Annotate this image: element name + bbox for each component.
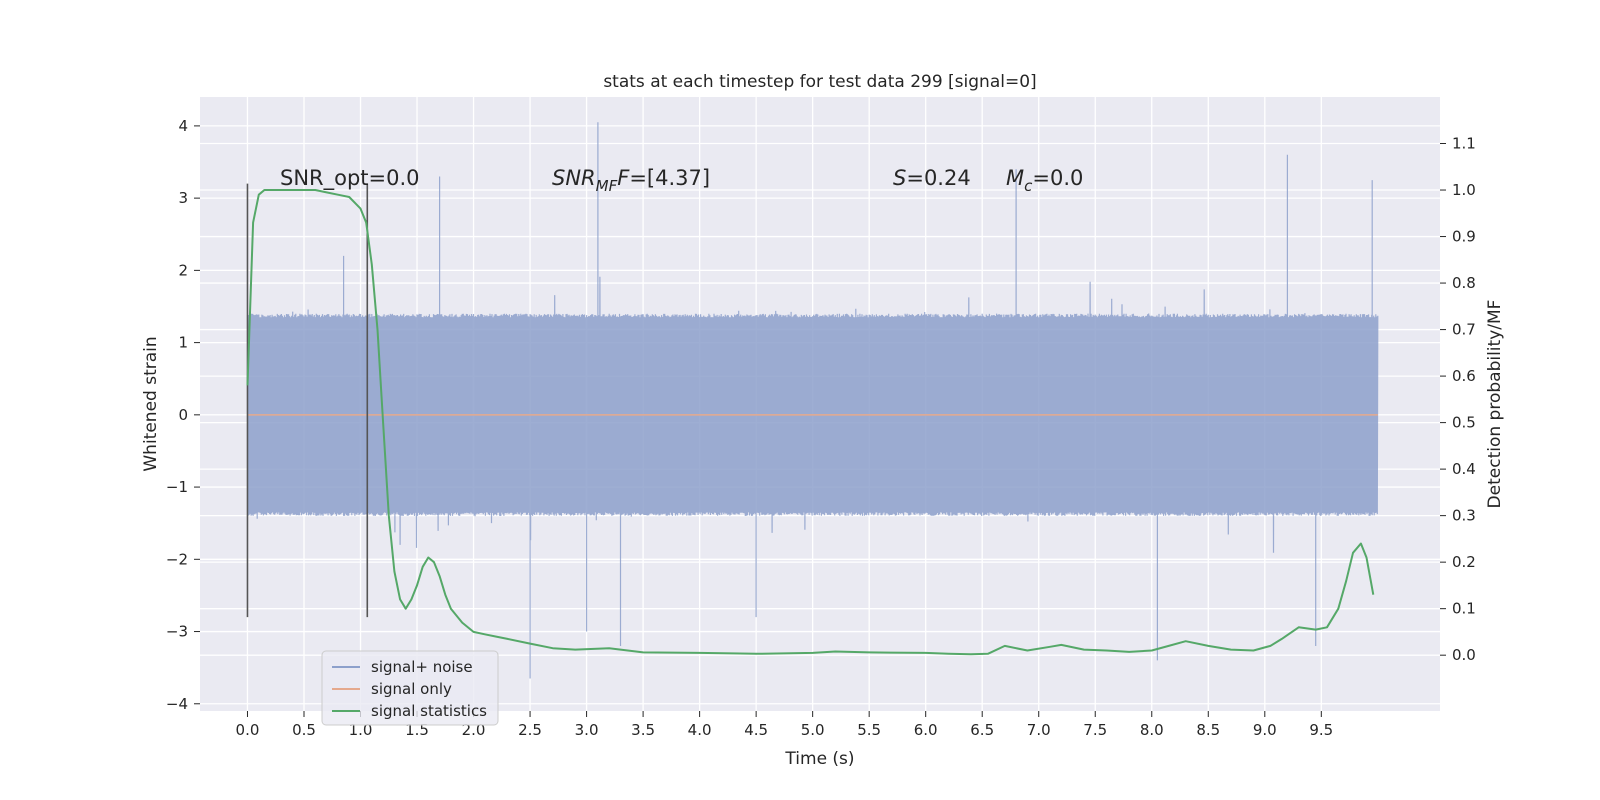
- x-tick-label: 0.0: [236, 721, 260, 739]
- y2-tick-label: 0.3: [1452, 507, 1476, 525]
- chart-title: stats at each timestep for test data 299…: [603, 72, 1036, 92]
- x-tick-label: 9.5: [1309, 721, 1333, 739]
- snr-mf-value: =[4.37]: [629, 166, 710, 190]
- y2-tick-label: 0.2: [1452, 553, 1476, 571]
- x-tick-label: 7.5: [1083, 721, 1107, 739]
- legend-entry: signal statistics: [371, 702, 487, 720]
- legend: signal+ noise signal only signal statistic…: [321, 650, 499, 726]
- y2-tick-label: 0.4: [1452, 460, 1476, 478]
- y2-tick-label: 0.7: [1452, 321, 1476, 339]
- x-tick-label: 7.0: [1027, 721, 1051, 739]
- x-tick-label: 8.5: [1196, 721, 1220, 739]
- x-tick-label: 5.5: [857, 721, 881, 739]
- series-signal-statistics: [246, 189, 1375, 656]
- x-tick-label: 5.0: [801, 721, 825, 739]
- vertical-markers: [246, 183, 369, 618]
- y2-tick-label: 1.1: [1452, 135, 1476, 153]
- annotation-snr-mf: SNRMFF=[4.37]: [552, 166, 710, 195]
- snr-mf-subscript: MF: [596, 177, 618, 195]
- y2-tick-label: 0.8: [1452, 274, 1476, 292]
- x-tick-label: 6.5: [970, 721, 994, 739]
- y-tick-label: 3: [178, 189, 188, 207]
- x-tick-label: 9.0: [1253, 721, 1277, 739]
- mc-value: =0.0: [1032, 166, 1083, 190]
- y-axis-label: Whitened strain: [141, 336, 161, 471]
- y-tick-label: 1: [178, 334, 188, 352]
- y2-tick-label: 0.9: [1452, 228, 1476, 246]
- signal-plus-noise-line: [246, 122, 1379, 679]
- signal-statistics-line: [246, 189, 1375, 656]
- series-signal-plus-noise: [246, 122, 1379, 679]
- x-tick-label: 0.5: [292, 721, 316, 739]
- y-tick-label: 0: [178, 406, 188, 424]
- annotation-mc: Mc=0.0: [1006, 166, 1083, 195]
- annotation-snr-opt: SNR_opt=0.0: [280, 166, 420, 191]
- y2-axis-label: Detection probability/MF: [1485, 300, 1505, 509]
- x-tick-label: 2.5: [518, 721, 542, 739]
- y-tick-label: −2: [166, 550, 188, 568]
- x-tick-label: 4.5: [744, 721, 768, 739]
- annotation-s: S=0.24: [893, 166, 971, 190]
- x-tick-label: 4.0: [688, 721, 712, 739]
- legend-entry: signal+ noise: [371, 658, 473, 676]
- y-tick-label: −1: [166, 478, 188, 496]
- snr-mf-symbol: SNR: [552, 166, 596, 190]
- y2-tick-label: 1.0: [1452, 181, 1476, 199]
- y2-tick-label: 0.5: [1452, 414, 1476, 432]
- legend-entry: signal only: [371, 680, 452, 698]
- y2-tick-label: 0.1: [1452, 600, 1476, 618]
- x-tick-label: 6.0: [914, 721, 938, 739]
- y-tick-label: −3: [166, 623, 188, 641]
- legend-box: [321, 650, 499, 726]
- y2-tick-label: 0.0: [1452, 646, 1476, 664]
- axes: 0.0 0.5 1.0 1.5 2.0 2.5 3.0 3.5 4.0 4.5 5.0 5.5 6.0 6…: [166, 117, 1476, 739]
- x-axis-label: Time (s): [784, 749, 854, 769]
- x-tick-label: 8.0: [1140, 721, 1164, 739]
- x-tick-label: 3.0: [575, 721, 599, 739]
- snr-mf-F: F: [617, 166, 630, 190]
- mc-symbol: M: [1006, 166, 1024, 190]
- mc-subscript: c: [1024, 177, 1033, 195]
- s-value: =0.24: [906, 166, 970, 190]
- x-tick-label: 3.5: [631, 721, 655, 739]
- y2-tick-label: 0.6: [1452, 367, 1476, 385]
- y-tick-label: −4: [166, 695, 188, 713]
- s-symbol: S: [893, 166, 906, 190]
- y-tick-label: 4: [178, 117, 188, 135]
- y-tick-label: 2: [178, 261, 188, 279]
